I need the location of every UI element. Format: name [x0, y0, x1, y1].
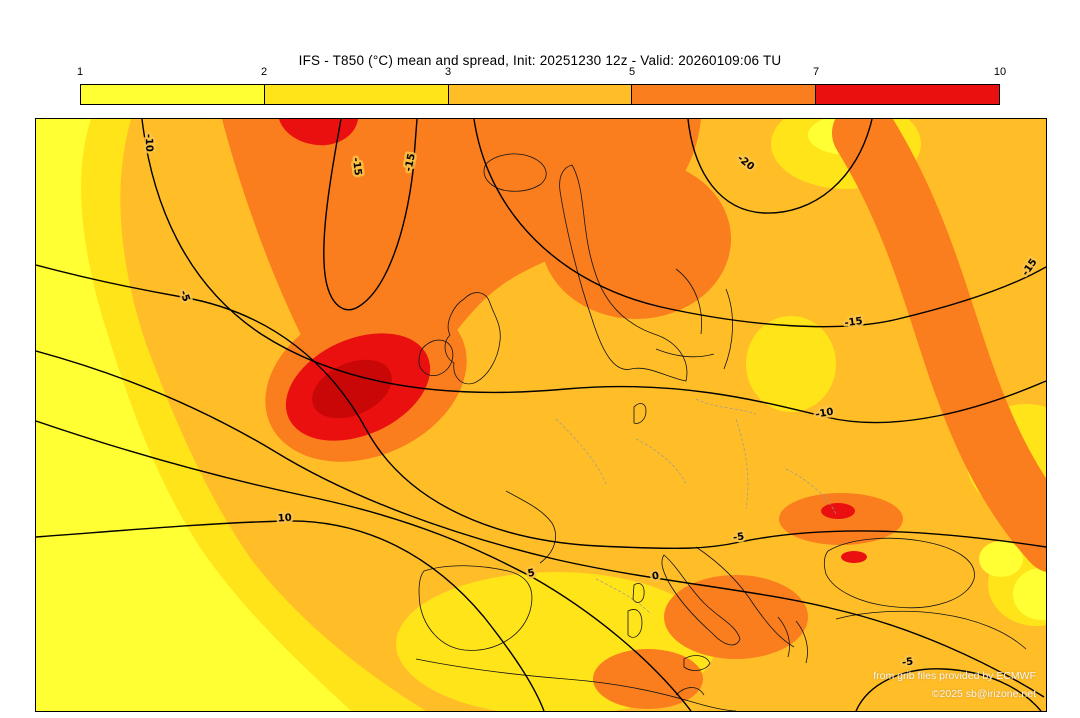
country-border [735, 418, 749, 510]
contour-label: -10 [143, 134, 155, 152]
coastline-turkey [835, 610, 1027, 650]
contour-label: -10 [143, 134, 155, 152]
contour-line-minus20 [687, 119, 873, 214]
spread-shading-layer [36, 119, 1046, 711]
spread-fill-4 [541, 159, 731, 319]
colorbar-tick-label: 3 [444, 66, 452, 78]
spread-fill-4 [593, 649, 703, 709]
coastline-france [505, 490, 556, 564]
spread-fill-1 [979, 541, 1023, 577]
contour-label: 5 [527, 567, 536, 579]
contour-label: 10 [277, 513, 292, 525]
contour-line-minus5 [36, 264, 1046, 550]
spread-fill-2 [746, 316, 836, 412]
contour-label: -15 [403, 152, 418, 172]
contour-line-minus15-trough [323, 119, 418, 311]
colorbar-tick-label: 2 [260, 66, 268, 78]
contour-line-plus10 [36, 520, 545, 711]
country-border [695, 398, 757, 415]
country-border [785, 468, 837, 515]
colorbar-tick-label: 10 [993, 66, 1007, 78]
contour-label: -15 [844, 316, 863, 329]
coastline-black-sea [823, 537, 975, 609]
country-border [595, 578, 652, 615]
mean-contour-layer [36, 119, 1046, 711]
coastline-italy [661, 554, 741, 646]
spread-fill-4 [832, 119, 1046, 572]
contour-label: -15 [844, 316, 863, 329]
spread-fill-5 [821, 503, 855, 519]
colorbar-segment [264, 85, 449, 104]
spread-fill-5-core [312, 359, 392, 419]
colorbar-tick-labels: 1 2 3 5 7 10 [76, 66, 1006, 80]
colorbar-segment [816, 85, 999, 104]
chart-title: IFS - T850 (°C) mean and spread, Init: 2… [298, 53, 782, 68]
colorbar-tick-label: 5 [628, 66, 636, 78]
contour-line-minus10 [141, 119, 1046, 424]
contour-label: -15 [350, 157, 363, 176]
coastline-baltic [655, 268, 733, 370]
colorbar-segment [448, 85, 633, 104]
contour-line-0 [36, 350, 1045, 698]
coastline-scandinavia [559, 164, 688, 382]
coastline-greece [777, 616, 808, 664]
coastline-denmark [633, 403, 647, 424]
map-canvas: -10 -10 -15 -15 -15 -15 -20 -20 -15 -15 -15 -15 -10-… [35, 118, 1047, 712]
contour-line-minus15 [473, 119, 1046, 328]
coastline-ireland [418, 339, 454, 376]
weather-map-svg: -10-10-15-15 -15-15 -20-20-15-15-15-15-10-… [36, 119, 1046, 711]
colorbar-segment [81, 85, 265, 104]
attribution-source: from grib files provided by ECMWF [873, 670, 1036, 683]
map-attribution: from grib files provided by ECMWF ©2025 … [873, 668, 1036, 703]
colorbar-tick-label: 7 [812, 66, 820, 78]
country-border [555, 418, 607, 485]
coastline-sardinia [627, 609, 643, 638]
contour-label: -5 [901, 656, 914, 668]
country-borders-layer [555, 398, 837, 615]
spread-fill-5 [279, 119, 358, 146]
contour-label: -10 [815, 407, 835, 421]
contour-label: -5 [732, 531, 745, 543]
spread-fill-1 [1013, 568, 1046, 620]
spread-fill-1 [36, 119, 351, 711]
spread-fill-5 [841, 551, 867, 563]
coastline-great-britain [444, 292, 501, 385]
attribution-copyright: ©2025 sb@irizone.net [931, 687, 1036, 700]
contour-line-plus5 [36, 420, 692, 711]
contour-label: -15 [350, 157, 363, 176]
colorbar-segment [632, 85, 817, 104]
colorbar [80, 84, 1000, 105]
coastline-iberia [418, 565, 533, 651]
contour-label: 10 [277, 513, 292, 525]
country-border [635, 438, 687, 485]
colorbar-tick-label: 1 [76, 66, 84, 78]
coastline-iceland [483, 153, 547, 192]
contour-label: 0 [651, 571, 660, 583]
spread-fill-4 [779, 493, 903, 545]
coastline-north-africa [415, 658, 737, 711]
contour-label: -5 [732, 531, 745, 543]
contour-line-minus5-pocket [855, 668, 1042, 711]
coastline-adriatic-balkans [695, 546, 795, 648]
coastline-corsica [632, 583, 645, 603]
coastline-sicily [683, 655, 711, 671]
contour-label: -5 [901, 656, 914, 668]
contour-label: -5 [177, 289, 191, 303]
spread-fill-4 [664, 575, 808, 659]
coastline-layer [415, 153, 1027, 711]
